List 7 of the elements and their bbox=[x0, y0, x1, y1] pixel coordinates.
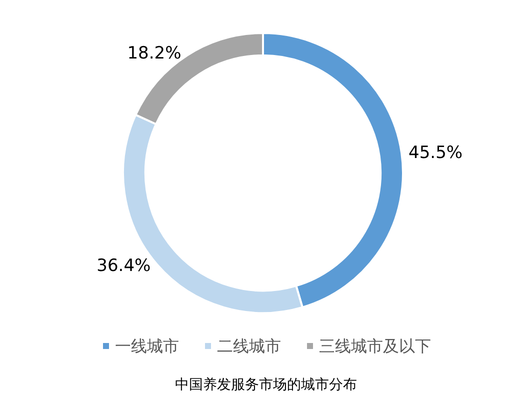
data-label: 18.2% bbox=[127, 44, 182, 64]
data-label: 45.5% bbox=[408, 142, 463, 163]
legend-label: 三线城市及以下 bbox=[319, 336, 431, 356]
data-label: 36.4% bbox=[96, 256, 151, 276]
legend-label: 一线城市 bbox=[115, 336, 179, 356]
text: 中国养发服务市场的城市分布 bbox=[175, 377, 357, 393]
legend-label: 二线城市 bbox=[217, 336, 281, 356]
